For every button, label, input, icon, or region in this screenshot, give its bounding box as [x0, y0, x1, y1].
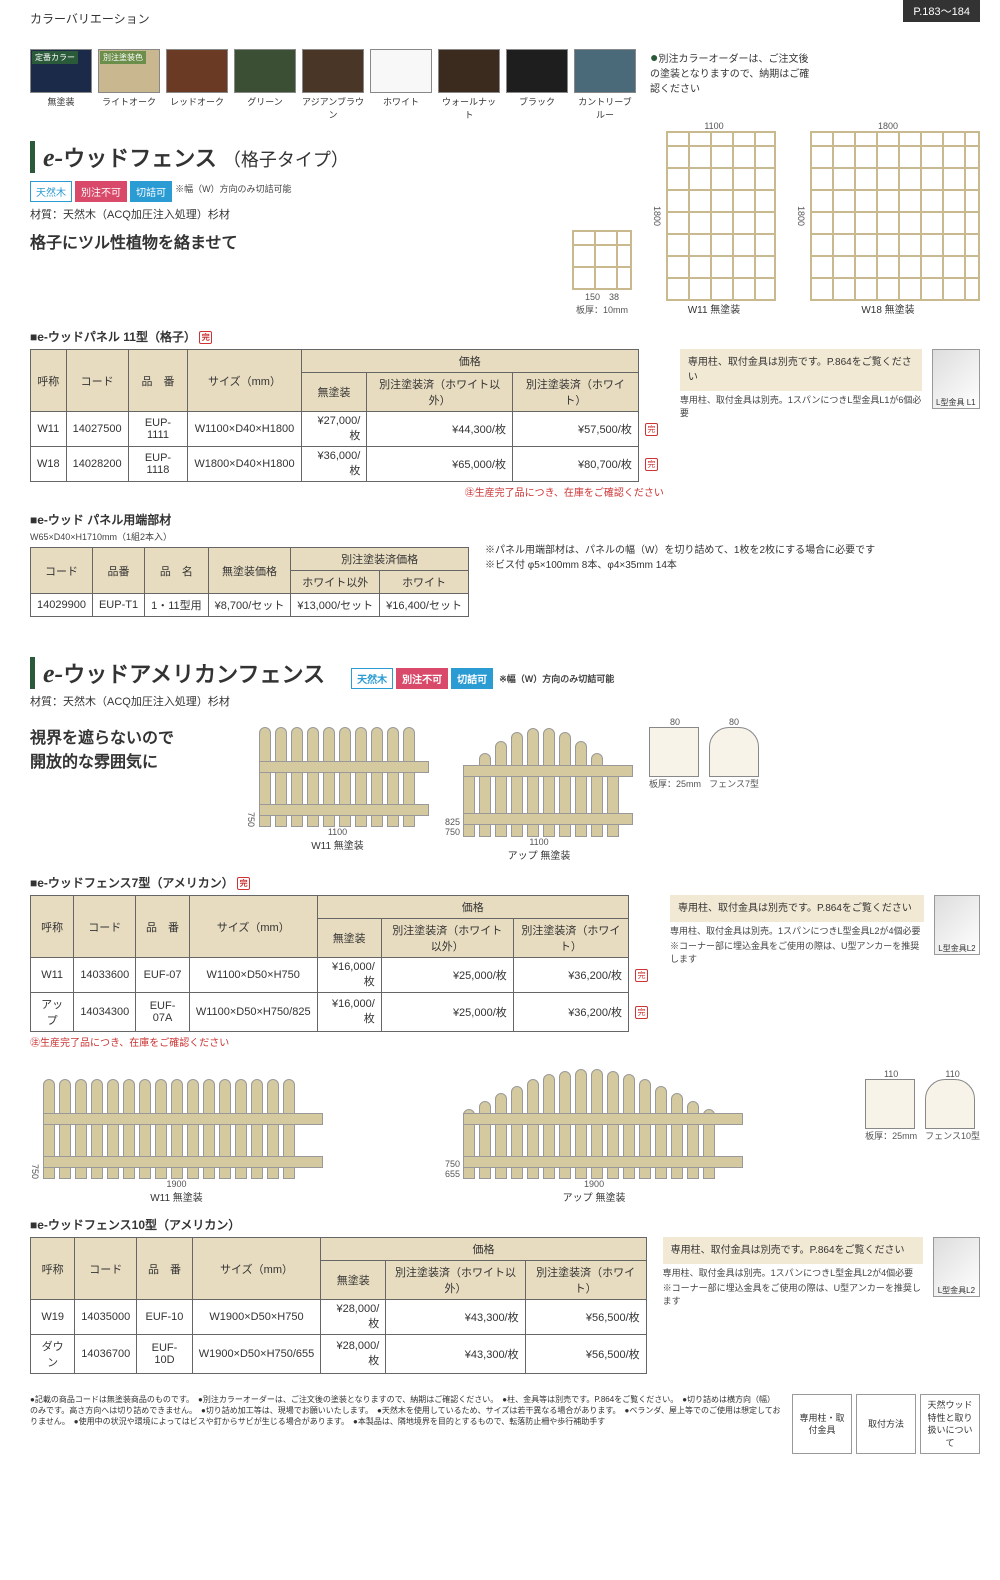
tagline-american: 視界を遮らないので開放的な雰囲気に — [30, 727, 230, 775]
diagram-cross-section: 150 38 板厚：10mm — [572, 230, 632, 316]
table-row: アップ14034300EUF-07AW1100×D50×H750/825¥16,… — [31, 993, 655, 1032]
swatch-グリーン: グリーン — [234, 49, 296, 108]
table1-red-note: ㊟生産完了品につき、在庫をご確認ください — [30, 484, 664, 499]
swatch-カントリーブルー: カントリーブルー — [574, 49, 636, 121]
badge-note-2: ※幅（W）方向のみ切詰可能 — [499, 674, 614, 684]
bracket-l1: L型金具 L1 — [932, 349, 980, 409]
swatch-レッドオーク: レッドオーク — [166, 49, 228, 108]
swatch-ブラック: ブラック — [506, 49, 568, 108]
product-title-lattice: e-ウッドフェンス （格子タイプ） — [43, 141, 450, 173]
badge: 切詰可 — [130, 181, 172, 202]
diagram-f7-cross: 80 板厚：25mm — [649, 717, 701, 790]
diagram-f7-w11: 750 1100 W11 無塗装 — [246, 717, 429, 852]
product-title-american: e-ウッドアメリカンフェンス 天然木別注不可切詰可 ※幅（W）方向のみ切詰可能 — [43, 657, 980, 689]
badge-note: ※幅（W）方向のみ切詰可能 — [175, 184, 292, 194]
footer-text: ●記載の商品コードは無塗装商品のものです。 ●別注カラーオーダーは、ご注文後の塗… — [30, 1394, 782, 1454]
diagram-w18: 1800 1800 W18 無塗装 — [796, 121, 980, 316]
badge: 切詰可 — [451, 668, 493, 689]
table2-sub: W65×D40×H1710mm（1組2本入） — [30, 530, 980, 543]
material-lattice: 材質：天然木（ACQ加圧注入処理）杉材 — [30, 206, 450, 222]
diagram-w11: 1100 1800 W11 無塗装 — [652, 121, 776, 316]
material-american: 材質：天然木（ACQ加圧注入処理）杉材 — [30, 693, 980, 709]
badge: 別注不可 — [396, 668, 448, 689]
table2-note2: ※ビス付 φ5×100mm 8本、φ4×35mm 14本 — [485, 558, 875, 573]
section-american: e-ウッドアメリカンフェンス 天然木別注不可切詰可 ※幅（W）方向のみ切詰可能 — [30, 657, 980, 689]
color-variation-section: カラーバリエーション 定番カラー無塗装別注塗装色ライトオークレッドオークグリーン… — [30, 10, 980, 121]
badges-lattice: 天然木別注不可切詰可 — [30, 181, 172, 202]
bracket-l2: L型金具L2 — [934, 895, 980, 955]
table-row: W1114033600EUF-07W1100×D50×H750¥16,000/枚… — [31, 958, 655, 993]
color-note: ●別注カラーオーダーは、ご注文後の塗装となりますので、納期はご確認ください — [650, 49, 810, 95]
tagline-lattice: 格子にツル性植物を絡ませて — [30, 232, 450, 256]
diagram-f7-profile: 80 フェンス7型 — [709, 717, 759, 790]
table7-red-note: ㊟生産完了品につき、在庫をご確認ください — [30, 1034, 654, 1049]
color-header: カラーバリエーション — [30, 10, 980, 27]
table-row: W1114027500EUP-1111W1100×D40×H1800¥27,00… — [31, 412, 664, 447]
badges-american: 天然木別注不可切詰可 — [351, 668, 493, 689]
section-lattice: e-ウッドフェンス （格子タイプ） — [30, 141, 450, 173]
page-number: P.183〜184 — [903, 0, 980, 22]
table-row: ダウン14036700EUF-10DW1900×D50×H750/655¥28,… — [31, 1335, 647, 1374]
badge: 天然木 — [351, 668, 393, 689]
table10-header: ■e-ウッドフェンス10型（アメリカン） — [30, 1216, 980, 1233]
table-edge-material: コード品番品 名無塗装価格別注塗装済価格ホワイト以外ホワイト14029900EU… — [30, 547, 469, 617]
color-swatch-row: 定番カラー無塗装別注塗装色ライトオークレッドオークグリーンアジアンブラウンホワイ… — [30, 49, 980, 121]
footer-box: 取付方法 — [856, 1394, 916, 1454]
side-note-1: 専用柱、取付金具は別売です。P.864をご覧ください 専用柱、取付金具は別売。1… — [680, 349, 980, 419]
table-fence7: 呼称コード品 番サイズ（mm）価格無塗装別注塗装済（ホワイト以外）別注塗装済（ホ… — [30, 895, 654, 1032]
table-fence10: 呼称コード品 番サイズ（mm）価格無塗装別注塗装済（ホワイト以外）別注塗装済（ホ… — [30, 1237, 647, 1374]
footer: ●記載の商品コードは無塗装商品のものです。 ●別注カラーオーダーは、ご注文後の塗… — [30, 1394, 980, 1454]
table7-header: ■e-ウッドフェンス7型（アメリカン） 完 — [30, 874, 980, 891]
table-row: W1814028200EUP-1118W1800×D40×H1800¥36,00… — [31, 447, 664, 482]
diagram-f10-profile: 110 フェンス10型 — [925, 1069, 980, 1142]
swatch-ホワイト: ホワイト — [370, 49, 432, 108]
stop-icon: 完 — [237, 877, 250, 890]
swatch-ライトオーク: 別注塗装色ライトオーク — [98, 49, 160, 108]
swatch-無塗装: 定番カラー無塗装 — [30, 49, 92, 108]
table-row: 14029900EUP-T11・11型用¥8,700/セット¥13,000/セッ… — [31, 594, 469, 617]
side-note-10: 専用柱、取付金具は別売です。P.864をご覧ください 専用柱、取付金具は別売。1… — [663, 1237, 980, 1307]
swatch-ウォールナット: ウォールナット — [438, 49, 500, 121]
footer-box: 天然ウッド特性と取り扱いについて — [920, 1394, 980, 1454]
bracket-l2b: L型金具L2 — [933, 1237, 980, 1297]
table2-note1: ※パネル用端部材は、パネルの幅（W）を切り詰めて、1枚を2枚にする場合に必要です — [485, 543, 875, 558]
stop-icon: 完 — [199, 331, 212, 344]
badge: 別注不可 — [75, 181, 127, 202]
footer-box: 専用柱・取付金具 — [792, 1394, 852, 1454]
table-row: W1914035000EUF-10W1900×D50×H750¥28,000/枚… — [31, 1300, 647, 1335]
badge: 天然木 — [30, 181, 72, 202]
diagram-f7-up: 825750 1100 アップ 無塗装 — [445, 717, 633, 862]
table2-header: ■e-ウッド パネル用端部材 — [30, 511, 980, 528]
table1-header: ■e-ウッドパネル 11型（格子） 完 — [30, 328, 980, 345]
swatch-アジアンブラウン: アジアンブラウン — [302, 49, 364, 121]
diagram-f10-w11: 750 1900 W11 無塗装 — [30, 1069, 323, 1204]
diagram-f10-up: 750655 1900 アップ 無塗装 — [445, 1069, 743, 1204]
side-note-7: 専用柱、取付金具は別売です。P.864をご覧ください 専用柱、取付金具は別売。1… — [670, 895, 980, 965]
table-panel11: 呼称コード品 番サイズ（mm）価格無塗装別注塗装済（ホワイト以外）別注塗装済（ホ… — [30, 349, 664, 482]
footer-link-boxes: 専用柱・取付金具取付方法天然ウッド特性と取り扱いについて — [792, 1394, 980, 1454]
diagram-f10-cross: 110 板厚：25mm — [865, 1069, 917, 1142]
